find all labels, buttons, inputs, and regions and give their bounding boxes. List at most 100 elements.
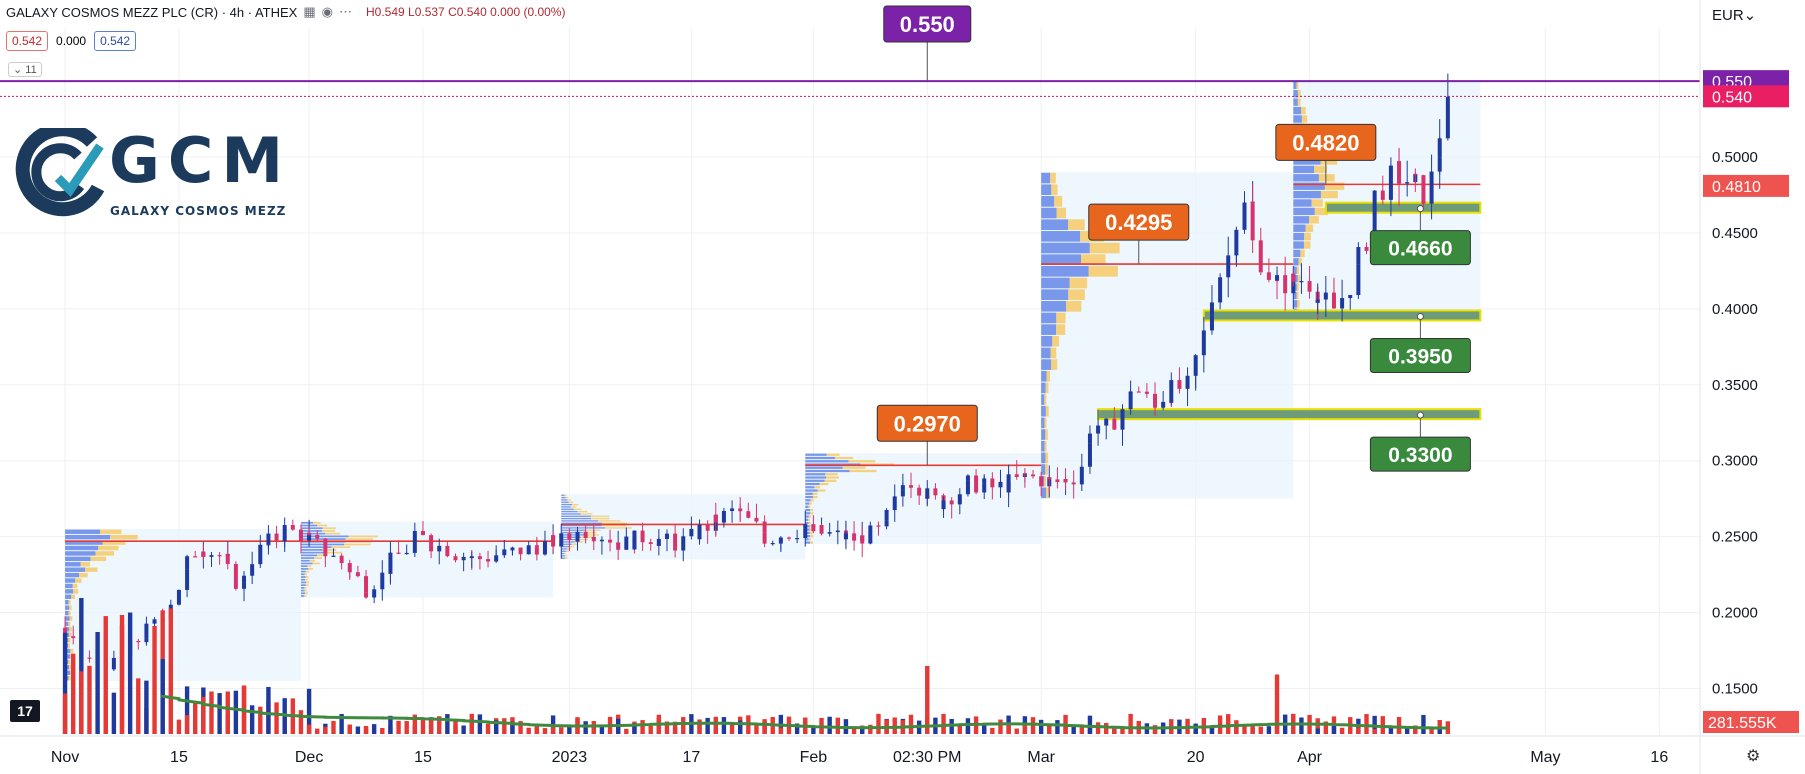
zone-anchor	[1416, 205, 1424, 213]
candle-body	[608, 539, 613, 543]
candle-body	[518, 547, 523, 555]
more-icon[interactable]: ⋯	[339, 4, 352, 19]
profile-bar	[331, 546, 351, 549]
profile-bar	[582, 531, 597, 534]
volume-badge	[1703, 711, 1799, 733]
profile-bar	[810, 499, 814, 502]
candle-body	[843, 533, 848, 540]
candle-body	[445, 545, 450, 557]
profile-bar	[1068, 289, 1085, 300]
profile-bar	[848, 460, 876, 463]
y-tick-label: 0.4500	[1712, 225, 1758, 242]
zone-label-box	[1369, 337, 1471, 373]
profile-bar	[849, 469, 877, 473]
flag-icon[interactable]: ▦	[303, 4, 316, 19]
candle-body	[193, 556, 198, 558]
bid-ask-row: 0.542 0.000 0.542	[6, 31, 137, 51]
volume-bar	[640, 720, 645, 734]
candle-body	[233, 563, 238, 589]
profile-bar	[300, 587, 305, 589]
profile-bar	[810, 512, 814, 515]
profile-bar	[565, 555, 568, 557]
bid-price[interactable]: 0.542	[6, 31, 49, 51]
candle-body	[437, 545, 442, 552]
profile-bar	[304, 587, 307, 589]
candle-body	[1185, 375, 1190, 389]
candle-body	[689, 528, 694, 537]
profile-bar	[1314, 207, 1328, 216]
volume-label: 281.555K	[1708, 715, 1777, 732]
indicator-toggle[interactable]: ⌄ 11	[8, 62, 42, 77]
profile-bar	[561, 520, 598, 522]
candle-body	[835, 530, 840, 533]
profile-bar	[300, 557, 315, 559]
volume-bar	[664, 721, 670, 734]
volume-bar	[762, 719, 767, 734]
ask-price[interactable]: 0.542	[94, 31, 137, 51]
profile-bar	[1041, 219, 1069, 231]
volume-bar	[559, 727, 564, 734]
profile-bar	[1041, 382, 1046, 394]
volume-bar	[363, 725, 369, 734]
candle-body	[1250, 201, 1255, 241]
volume-bar	[925, 666, 930, 734]
profile-bar	[1320, 157, 1338, 165]
callout-label: 0.4820	[1292, 130, 1359, 155]
candle-body	[664, 533, 669, 539]
profile-bar	[561, 503, 572, 506]
candle-body	[1437, 138, 1442, 158]
candle-body	[307, 532, 312, 541]
profile-bar	[300, 592, 306, 595]
symbol-title[interactable]: GALAXY COSMOS MEZZ PLC (CR) · 4h · ATHEX	[6, 4, 298, 20]
volume-bar	[713, 716, 718, 734]
profile-bar	[1050, 172, 1056, 184]
gear-icon[interactable]: ⚙	[1746, 748, 1761, 765]
profile-bar	[561, 506, 571, 508]
profile-bar	[1293, 300, 1298, 308]
candle-body	[868, 525, 873, 544]
profile-bar	[809, 525, 813, 528]
profile-bar	[65, 670, 71, 675]
profile-bar	[1293, 258, 1299, 266]
currency-selector[interactable]: EUR⌄	[1712, 7, 1757, 24]
volume-bar	[258, 706, 263, 734]
profile-bar	[314, 557, 323, 559]
profile-bar	[808, 518, 811, 521]
candle-body	[1022, 473, 1027, 475]
profile-bar	[561, 534, 585, 536]
candle-body	[1006, 474, 1011, 493]
volume-bar	[811, 726, 816, 734]
candle-body	[738, 509, 743, 512]
eye-icon[interactable]: ◉	[321, 4, 333, 19]
candle-body	[1258, 240, 1263, 273]
profile-bar	[810, 541, 814, 544]
candle-body	[461, 556, 466, 561]
candle-body	[429, 535, 434, 546]
profile-bar	[65, 610, 69, 616]
candle-body	[900, 490, 905, 497]
candle-body	[965, 475, 970, 481]
profile-bar	[1293, 232, 1305, 241]
profile-bar	[814, 486, 820, 489]
profile-bar	[1296, 291, 1299, 300]
candle-body	[1291, 273, 1296, 282]
volume-bar	[1217, 715, 1223, 734]
tradingview-logo[interactable]: 17	[10, 700, 40, 722]
volume-bar	[485, 723, 491, 734]
candle-body	[746, 511, 751, 518]
profile-bar	[65, 562, 81, 567]
candle-body	[599, 539, 604, 542]
volume-bar	[1299, 717, 1304, 734]
profile-bar	[1300, 106, 1306, 115]
candle-body	[1144, 391, 1149, 394]
profile-bar	[1297, 300, 1300, 308]
candle-body	[648, 542, 653, 544]
candle-body	[1047, 477, 1052, 480]
profile-bar	[344, 543, 371, 546]
profile-bar	[90, 556, 107, 562]
x-tick-label: 20	[1187, 749, 1205, 766]
profile-bar	[601, 524, 627, 527]
candle-body	[909, 485, 914, 488]
profile-bar	[1041, 207, 1057, 219]
